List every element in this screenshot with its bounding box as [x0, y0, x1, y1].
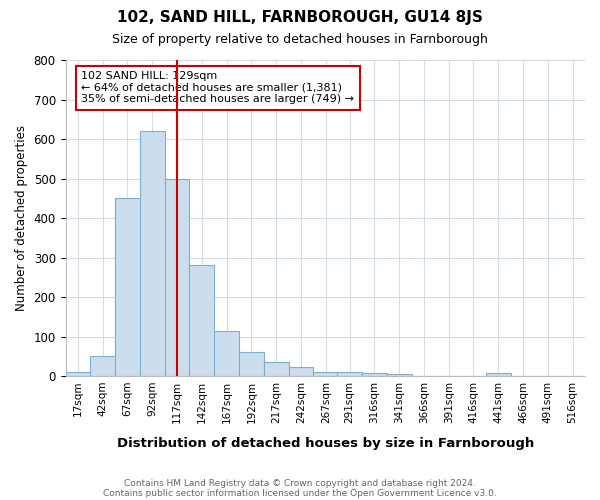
Bar: [190, 266, 214, 376]
Bar: [115, 198, 140, 376]
Bar: [65, 372, 91, 376]
Y-axis label: Number of detached properties: Number of detached properties: [15, 125, 28, 311]
Bar: [140, 131, 164, 376]
Text: 102 SAND HILL: 129sqm
← 64% of detached houses are smaller (1,381)
35% of semi-d: 102 SAND HILL: 129sqm ← 64% of detached …: [81, 71, 354, 104]
Bar: [313, 372, 338, 376]
Bar: [239, 352, 264, 376]
Bar: [214, 330, 239, 376]
Bar: [486, 374, 511, 376]
Bar: [91, 356, 115, 376]
Bar: [387, 374, 412, 376]
Bar: [164, 178, 190, 376]
Text: 102, SAND HILL, FARNBOROUGH, GU14 8JS: 102, SAND HILL, FARNBOROUGH, GU14 8JS: [117, 10, 483, 25]
Text: Contains public sector information licensed under the Open Government Licence v3: Contains public sector information licen…: [103, 488, 497, 498]
Bar: [289, 368, 313, 376]
Bar: [264, 362, 289, 376]
Text: Contains HM Land Registry data © Crown copyright and database right 2024.: Contains HM Land Registry data © Crown c…: [124, 478, 476, 488]
X-axis label: Distribution of detached houses by size in Farnborough: Distribution of detached houses by size …: [116, 437, 534, 450]
Bar: [337, 372, 362, 376]
Text: Size of property relative to detached houses in Farnborough: Size of property relative to detached ho…: [112, 32, 488, 46]
Bar: [362, 374, 387, 376]
